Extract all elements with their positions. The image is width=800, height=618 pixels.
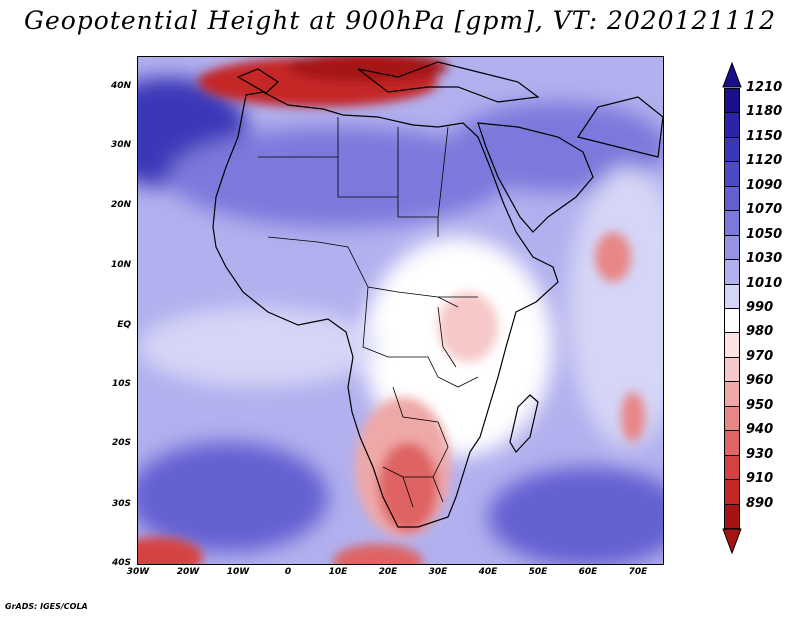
- border-central-africa: [362, 286, 479, 388]
- lat-label: 10N: [110, 260, 131, 270]
- colorbar-segment: [724, 308, 740, 334]
- colorbar-label: 1070: [746, 202, 783, 218]
- europe-coastline: [236, 61, 540, 103]
- chart-title: Geopotential Height at 900hPa [gpm], VT:…: [23, 6, 777, 35]
- colorbar-segment: [724, 210, 740, 236]
- colorbar-segment: [724, 136, 740, 163]
- colorbar-segment: [724, 259, 740, 285]
- colorbar-bottom-arrow: [722, 528, 742, 554]
- lon-label: 0: [284, 567, 292, 577]
- low-indian-ocean-north: [595, 232, 631, 282]
- colorbar-label: 1210: [746, 80, 783, 95]
- colorbar-segment: [724, 405, 740, 432]
- low-south-cape: [333, 544, 423, 564]
- colorbar-label: 1180: [746, 104, 783, 120]
- colorbar-segment: [724, 381, 740, 407]
- coastlines: [212, 61, 663, 528]
- colorbar-label: 950: [746, 397, 774, 413]
- colorbar-label: 1090: [746, 177, 783, 193]
- lat-label: 10S: [111, 379, 131, 389]
- lat-label: 20S: [111, 438, 131, 448]
- colorbar-label: 1010: [746, 275, 783, 291]
- asia-coastline: [577, 96, 663, 158]
- border-north-africa: [337, 117, 449, 218]
- colorbar-label: 1030: [746, 251, 783, 267]
- lon-label: 20W: [176, 567, 200, 577]
- lon-label: 30W: [126, 567, 150, 577]
- border-east-africa: [437, 296, 478, 368]
- colorbar-segment: [724, 234, 740, 261]
- trough-gulf-guinea: [138, 307, 378, 387]
- lon-label: 70E: [628, 567, 648, 577]
- lat-label: 20N: [110, 200, 131, 210]
- colorbar-label: 910: [746, 471, 774, 487]
- colorbar-segment: [724, 356, 740, 383]
- lon-label: 60E: [578, 567, 598, 577]
- geopotential-map: [137, 56, 664, 565]
- lat-label: 30S: [111, 499, 131, 509]
- country-borders: [258, 117, 479, 508]
- lon-label: 50E: [528, 567, 548, 577]
- colorbar-label: 960: [746, 373, 774, 389]
- arabian-peninsula-coastline: [477, 122, 594, 233]
- colorbar-segment: [724, 185, 740, 212]
- colorbar-label: 990: [746, 300, 774, 315]
- low-mediterranean-core: [288, 57, 448, 82]
- lon-label: 30E: [428, 567, 448, 577]
- high-south-atlantic: [138, 442, 328, 552]
- colorbar-label: 1120: [746, 153, 783, 169]
- border-south-africa: [402, 476, 444, 508]
- colorbar-segment: [724, 479, 740, 505]
- colorbar-segment: [724, 112, 740, 138]
- colorbar-segment: [724, 161, 740, 187]
- colorbar-top-arrow: [722, 62, 742, 88]
- lon-label: 10W: [226, 567, 250, 577]
- ridge-indian-ocean: [568, 167, 663, 447]
- lon-label: 40E: [478, 567, 498, 577]
- colorbar-segment: [724, 454, 740, 481]
- lat-label: EQ: [117, 320, 131, 330]
- colorbar-segment: [724, 88, 740, 114]
- colorbar-segment: [724, 332, 740, 358]
- madagascar-coastline: [509, 394, 539, 453]
- lat-label: 40N: [110, 81, 131, 91]
- colorbar-segment: [724, 430, 740, 456]
- colorbar-segment: [724, 503, 740, 529]
- low-east-africa: [438, 292, 498, 362]
- colorbar-segments: [724, 88, 740, 529]
- lon-label: 10E: [328, 567, 348, 577]
- colorbar-segment: [724, 283, 740, 309]
- colorbar-label: 940: [746, 422, 774, 438]
- colorbar-label: 980: [746, 324, 774, 340]
- lat-label: 30N: [110, 140, 131, 150]
- low-southwest-corner: [138, 537, 203, 564]
- colorbar-label: 890: [746, 495, 774, 511]
- colorbar-label: 1150: [746, 128, 783, 144]
- colorbar-label: 930: [746, 446, 774, 462]
- low-southern-africa-core: [378, 442, 438, 532]
- lon-label: 20E: [378, 567, 398, 577]
- credit-text: GrADS: IGES/COLA: [5, 602, 88, 611]
- colorbar-label: 970: [746, 348, 774, 364]
- lat-label: 40S: [111, 558, 131, 568]
- colorbar-label: 1050: [746, 226, 783, 242]
- high-indian-ocean: [488, 467, 663, 564]
- low-indian-ocean-south: [621, 392, 645, 442]
- africa-coastline: [212, 91, 559, 528]
- high-arabia: [448, 102, 663, 192]
- map-field-svg: [138, 57, 663, 564]
